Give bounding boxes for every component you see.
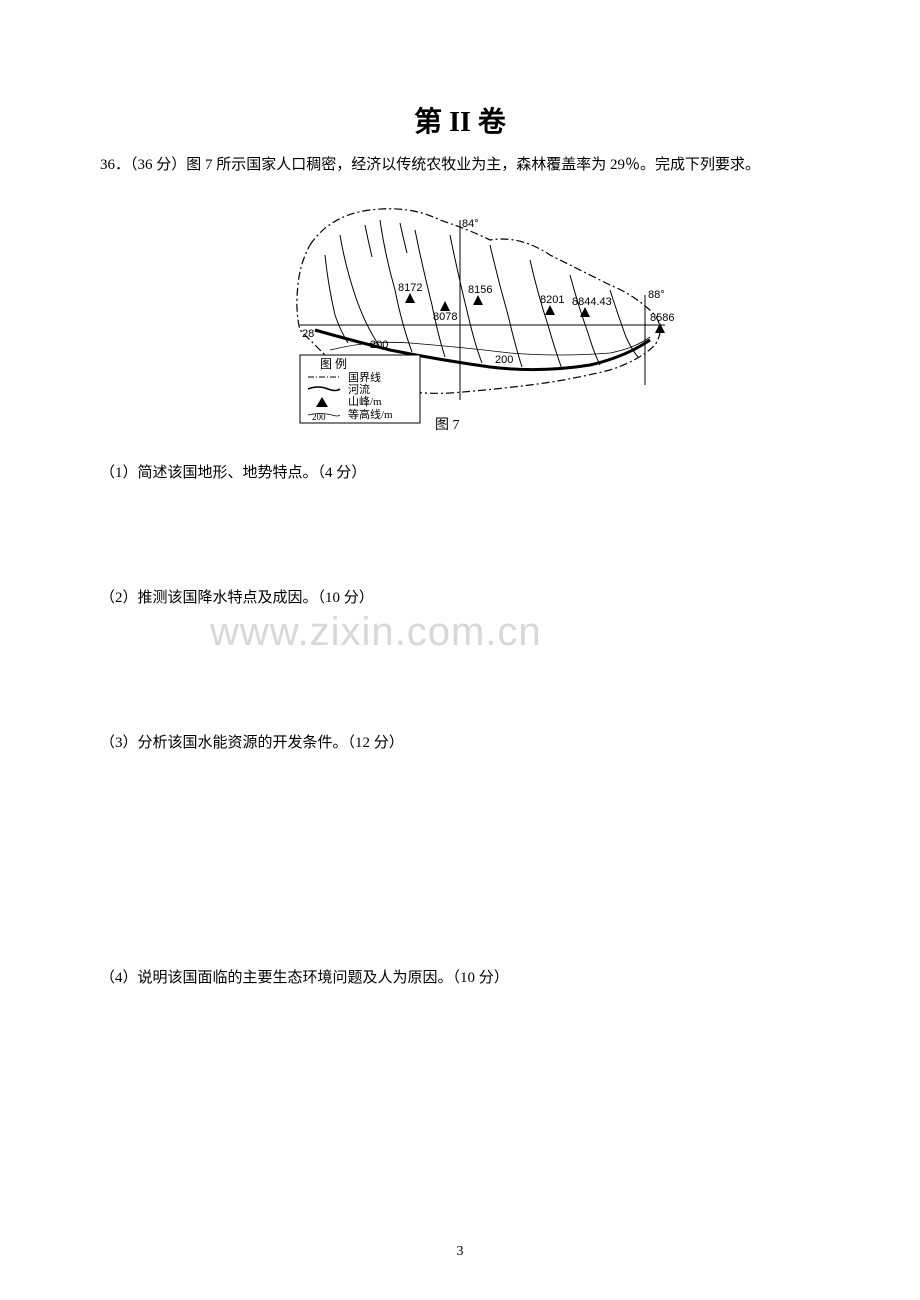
question-points: （36 分） bbox=[130, 157, 186, 173]
sq1-num: （1） bbox=[100, 465, 138, 481]
sub-question-1: （1）简述该国地形、地势特点。（4 分） bbox=[100, 460, 820, 487]
legend-peak: 山峰/m bbox=[348, 395, 382, 408]
legend-boundary: 国界线 bbox=[348, 370, 381, 384]
peak-4: 8201 bbox=[540, 294, 564, 306]
contour-label-2: 200 bbox=[495, 354, 513, 366]
map-svg: 84° 88° 28° bbox=[240, 185, 680, 430]
sq4-text: 说明该国面临的主要生态环境问题及人为原因。（10 分） bbox=[138, 970, 509, 986]
page-number: 3 bbox=[0, 1244, 920, 1260]
legend-contour-sample: 200 bbox=[312, 412, 326, 422]
lon-88-label: 88° bbox=[648, 289, 665, 301]
sub-question-3: （3）分析该国水能资源的开发条件。（12 分） bbox=[100, 730, 820, 757]
figure-caption: 图 7 bbox=[435, 414, 460, 434]
map-figure: 84° 88° 28° bbox=[240, 185, 680, 430]
peak-2: 8078 bbox=[433, 311, 457, 323]
sq3-num: （3） bbox=[100, 735, 138, 751]
contour-label-1: 200 bbox=[370, 339, 388, 351]
peak-5: 8844.43 bbox=[572, 296, 612, 308]
question-text: 图 7 所示国家人口稠密，经济以传统农牧业为主，森林覆盖率为 29％。完成下列要… bbox=[186, 157, 760, 173]
legend-river: 河流 bbox=[348, 382, 370, 396]
section-title: 第 II 卷 bbox=[100, 100, 820, 140]
sq2-text: 推测该国降水特点及成因。（10 分） bbox=[138, 590, 374, 606]
sub-question-2: （2）推测该国降水特点及成因。（10 分） bbox=[100, 585, 820, 612]
question-number: 36． bbox=[100, 157, 130, 173]
sq2-num: （2） bbox=[100, 590, 138, 606]
peak-3: 8156 bbox=[468, 284, 492, 296]
legend-contour: 等高线/m bbox=[348, 407, 393, 421]
sq4-num: （4） bbox=[100, 970, 138, 986]
sq3-text: 分析该国水能资源的开发条件。（12 分） bbox=[138, 735, 404, 751]
sub-question-4: （4）说明该国面临的主要生态环境问题及人为原因。（10 分） bbox=[100, 965, 820, 992]
lon-84-label: 84° bbox=[462, 218, 479, 230]
figure-container: 84° 88° 28° bbox=[100, 185, 820, 430]
peak-6: 8586 bbox=[650, 312, 674, 324]
legend-title: 图 例 bbox=[320, 357, 347, 371]
question-intro: 36．（36 分）图 7 所示国家人口稠密，经济以传统农牧业为主，森林覆盖率为 … bbox=[100, 152, 820, 179]
peak-1: 8172 bbox=[398, 282, 422, 294]
sq1-text: 简述该国地形、地势特点。（4 分） bbox=[138, 465, 367, 481]
